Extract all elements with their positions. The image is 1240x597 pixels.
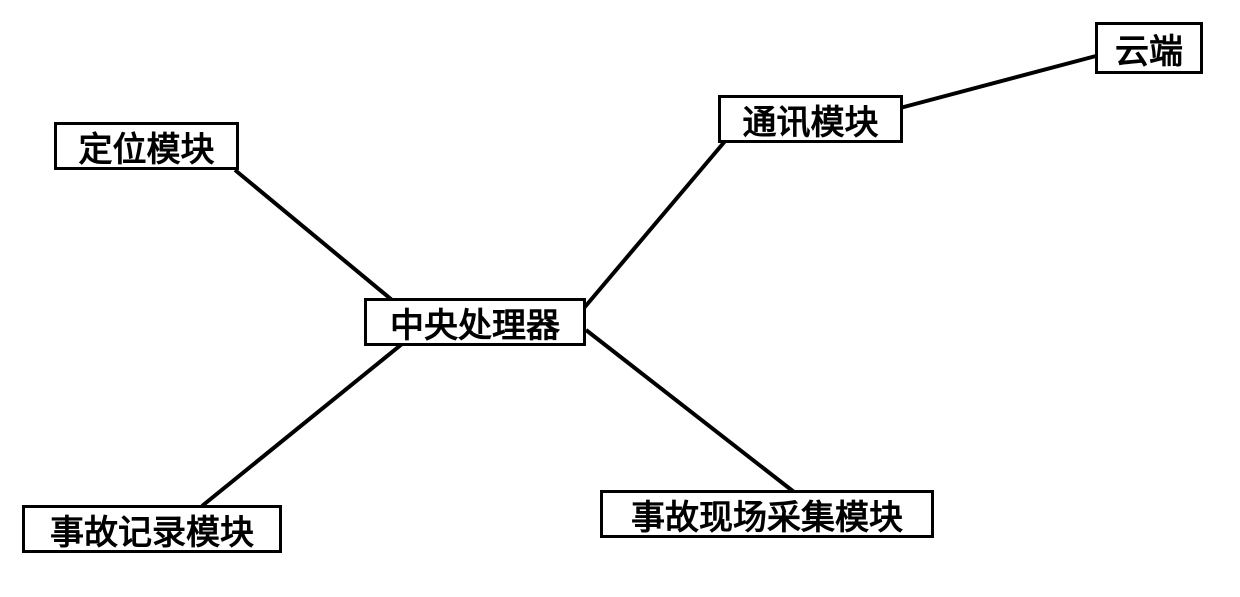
node-label: 事故记录模块 (50, 505, 254, 554)
edge (586, 330, 794, 492)
node-label: 通讯模块 (743, 95, 879, 144)
node-label: 事故现场采集模块 (631, 490, 903, 539)
edge (900, 56, 1096, 108)
node-label: 中央处理器 (390, 298, 560, 347)
edge (202, 344, 402, 506)
node-label: 定位模块 (79, 122, 215, 171)
edge (584, 140, 726, 308)
node-communication-module: 通讯模块 (718, 95, 903, 143)
node-accident-record-module: 事故记录模块 (22, 505, 282, 553)
node-label: 云端 (1115, 24, 1183, 73)
node-positioning-module: 定位模块 (54, 122, 239, 170)
diagram-canvas: 云端 通讯模块 定位模块 中央处理器 事故记录模块 事故现场采集模块 (0, 0, 1240, 597)
node-central-processor: 中央处理器 (364, 298, 586, 346)
node-accident-scene-collection-module: 事故现场采集模块 (600, 490, 934, 538)
node-cloud: 云端 (1095, 22, 1203, 74)
edge (235, 170, 392, 300)
